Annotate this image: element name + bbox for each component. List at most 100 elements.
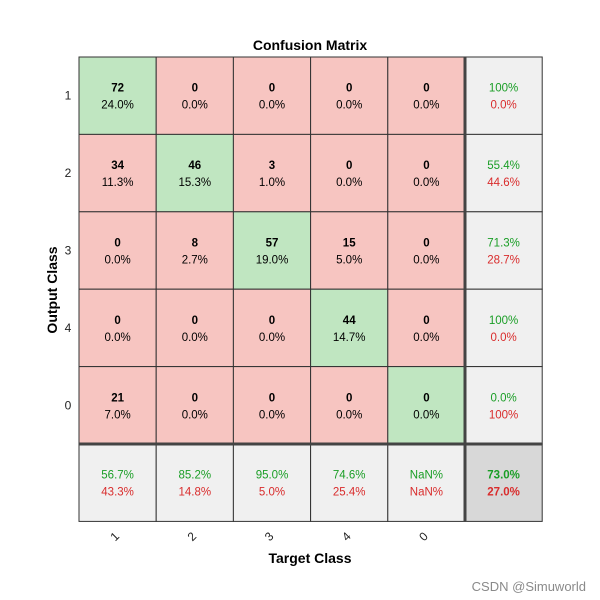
cell-count: 0 <box>192 83 198 95</box>
matrix-cell-box <box>78 366 157 445</box>
matrix-cell: 0 0.0% <box>387 211 466 290</box>
matrix-cell: 0 0.0% <box>78 288 157 368</box>
matrix-cell-box <box>387 56 466 135</box>
matrix-cell-box <box>78 133 157 213</box>
cell-count: 0 <box>423 392 429 404</box>
matrix-cell-box <box>232 288 312 368</box>
row-error: 28.7% <box>487 255 520 267</box>
x-tick-label: 1 <box>107 529 122 544</box>
cell-percent: 0.0% <box>182 409 208 421</box>
cell-count: 46 <box>188 160 201 172</box>
x-tick-label: 2 <box>185 529 200 544</box>
y-tick-label: 2 <box>65 166 72 180</box>
y-tick-label: 4 <box>65 321 72 335</box>
cell-percent: 19.0% <box>256 255 289 267</box>
y-tick-label: 3 <box>65 244 72 258</box>
column-summary-cell: 85.2% 14.8% <box>155 443 234 522</box>
matrix-cell: 0 0.0% <box>155 56 234 135</box>
matrix-cell-box <box>387 211 466 290</box>
column-error: 43.3% <box>101 487 134 499</box>
cell-count: 44 <box>343 315 356 327</box>
matrix-cell-box <box>232 211 312 290</box>
cell-count: 21 <box>111 392 124 404</box>
matrix-cell-box <box>387 288 466 368</box>
cell-percent: 0.0% <box>182 332 208 344</box>
cell-count: 0 <box>192 315 198 327</box>
matrix-cell-box <box>155 288 234 368</box>
cell-percent: 1.0% <box>259 177 285 189</box>
cell-count: 0 <box>269 83 275 95</box>
column-summary-cell: 74.6% 25.4% <box>310 443 389 522</box>
cell-percent: 0.0% <box>336 100 362 112</box>
row-summary-cell-box <box>464 211 543 290</box>
row-summary-cell: 71.3% 28.7% <box>464 211 543 290</box>
cell-count: 72 <box>111 83 124 95</box>
matrix-cell: 0 0.0% <box>387 366 466 445</box>
watermark-text: CSDN @Simuworld <box>471 579 586 594</box>
cell-percent: 0.0% <box>413 332 439 344</box>
cell-count: 15 <box>343 238 356 250</box>
cell-count: 0 <box>114 315 120 327</box>
matrix-cell: 57 19.0% <box>232 211 312 290</box>
matrix-cell-box <box>310 366 389 445</box>
cell-percent: 0.0% <box>413 255 439 267</box>
cell-percent: 0.0% <box>336 409 362 421</box>
matrix-cell: 72 24.0% <box>78 56 157 135</box>
y-tick-label: 0 <box>65 398 72 412</box>
row-error: 100% <box>489 409 518 421</box>
cell-percent: 0.0% <box>259 332 285 344</box>
x-axis-label: Target Class <box>269 550 352 566</box>
matrix-cell: 8 2.7% <box>155 211 234 290</box>
cell-count: 0 <box>423 160 429 172</box>
column-recall: NaN% <box>410 470 443 482</box>
matrix-cell-box <box>155 366 234 445</box>
matrix-cell-box <box>310 288 389 368</box>
cell-percent: 14.7% <box>333 332 366 344</box>
row-summary-cell-box <box>464 133 543 213</box>
column-error: 5.0% <box>259 487 285 499</box>
column-summary-cell: 95.0% 5.0% <box>232 443 312 522</box>
cell-percent: 7.0% <box>104 409 130 421</box>
matrix-cell-box <box>310 211 389 290</box>
matrix-cell: 0 0.0% <box>310 133 389 213</box>
matrix-cell-box <box>387 366 466 445</box>
matrix-cell: 0 0.0% <box>387 56 466 135</box>
matrix-cell-box <box>387 133 466 213</box>
cell-percent: 0.0% <box>336 177 362 189</box>
cell-percent: 0.0% <box>413 177 439 189</box>
cell-percent: 24.0% <box>101 100 134 112</box>
row-precision: 100% <box>489 83 518 95</box>
cell-percent: 0.0% <box>182 100 208 112</box>
column-error: NaN% <box>410 487 443 499</box>
column-recall: 56.7% <box>101 470 134 482</box>
matrix-cell-box <box>155 133 234 213</box>
matrix-cell-box <box>155 211 234 290</box>
row-error: 0.0% <box>490 100 516 112</box>
overall-accuracy-cell-box <box>464 443 543 522</box>
row-error: 0.0% <box>490 332 516 344</box>
row-summary-cell: 0.0% 100% <box>464 366 543 445</box>
matrix-cell-box <box>310 56 389 135</box>
column-error: 14.8% <box>178 487 211 499</box>
overall-error: 27.0% <box>487 487 520 499</box>
column-recall: 74.6% <box>333 470 366 482</box>
row-summary-cell-box <box>464 366 543 445</box>
cell-count: 8 <box>192 238 199 250</box>
column-summary-cell-box <box>78 443 157 522</box>
y-axis-label: Output Class <box>44 246 60 333</box>
matrix-cell: 0 0.0% <box>310 366 389 445</box>
cell-count: 34 <box>111 160 124 172</box>
row-summary-cell: 100% 0.0% <box>464 56 543 135</box>
matrix-cell-box <box>310 133 389 213</box>
cell-count: 3 <box>269 160 275 172</box>
matrix-cell: 0 0.0% <box>155 366 234 445</box>
matrix-cell-box <box>232 133 312 213</box>
cell-count: 0 <box>269 315 275 327</box>
matrix-cells: 72 24.0% 0 0.0% 0 0.0% 0 0.0% 0 0.0% 100% 0.0% 34 11.… <box>78 56 543 522</box>
matrix-cell: 0 0.0% <box>232 56 312 135</box>
matrix-cell: 0 0.0% <box>232 288 312 368</box>
column-recall: 85.2% <box>178 470 211 482</box>
matrix-cell: 0 0.0% <box>310 56 389 135</box>
row-error: 44.6% <box>487 177 520 189</box>
